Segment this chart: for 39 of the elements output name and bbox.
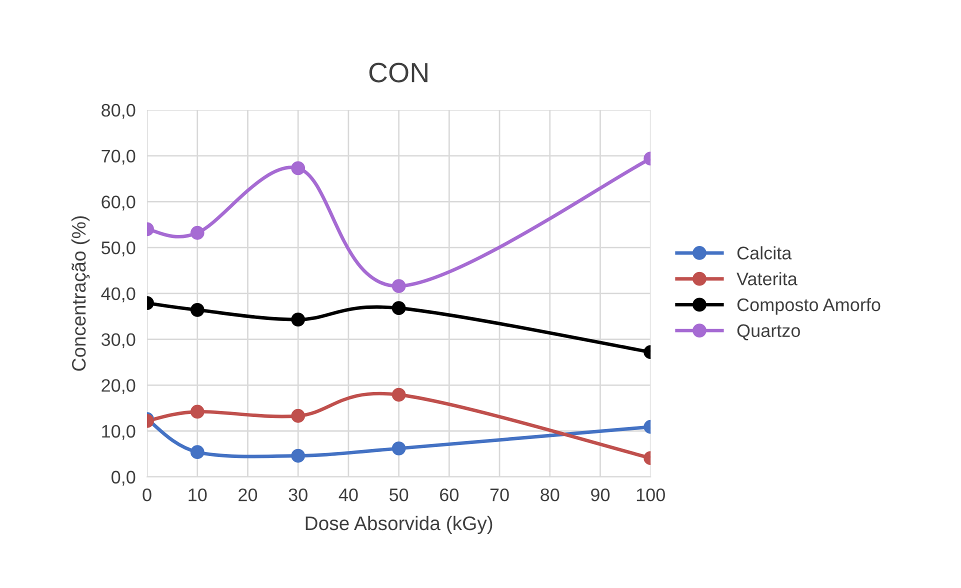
x-tick-label: 90 [591,488,610,502]
point [291,408,306,423]
x-tick-label: 30 [288,488,308,502]
x-tick-label: 60 [440,488,459,502]
point [190,445,204,460]
point [190,404,204,419]
x-tick-label: 50 [389,488,408,502]
legend-label: Vaterita [736,272,798,286]
point [392,388,406,402]
y-tick-label: 10,0 [102,424,136,440]
point [291,161,306,176]
y-tick-label: 20,0 [102,379,136,394]
y-tick-label: 0,0 [112,470,136,486]
point [190,226,204,240]
legend-label: Quartzo [737,324,800,340]
point [190,302,204,317]
x-tick-label: 40 [338,488,358,502]
x-tick-label: 80 [540,488,560,502]
y-tick-label: 80,0 [102,104,136,119]
y-tick-label: 40,0 [101,287,136,302]
x-tick-label: 100 [636,488,665,502]
legend-label: Calcita [737,246,792,260]
legend-label: Composto Amorfo [737,298,880,315]
x-tick-label: 10 [188,488,207,502]
y-tick-label: 50,0 [102,241,136,256]
point [392,301,406,316]
y-tick-label: 60,0 [102,196,136,211]
point [291,312,306,326]
y-tick-label: 70,0 [102,150,136,165]
point [392,279,406,294]
x-tick-label: 20 [238,488,258,502]
x-tick-label: 0 [142,488,152,502]
y-tick-label: 30,0 [101,333,136,348]
chart-title: CON [369,62,428,82]
x-tick-label: 70 [490,488,509,502]
y-axis-title: Concentração (%) [71,216,90,371]
point [291,448,306,463]
point [392,441,406,456]
x-axis-title: Dose Absorvida (kGy) [306,516,492,534]
